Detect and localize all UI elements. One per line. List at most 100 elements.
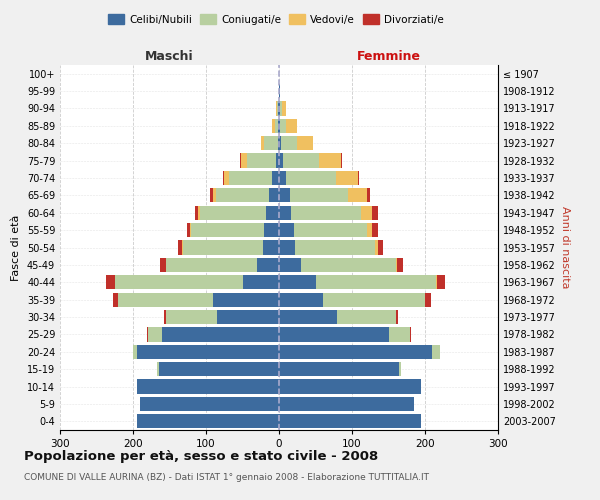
Bar [278,118,279,133]
Bar [397,258,403,272]
Bar [137,414,279,428]
Bar [276,154,279,168]
Bar [211,188,212,202]
Bar [286,171,336,185]
Bar [115,275,242,289]
Legend: Celibi/Nubili, Coniugati/e, Vedovi/e, Divorziati/e: Celibi/Nubili, Coniugati/e, Vedovi/e, Di… [104,10,448,29]
Bar [292,206,361,220]
Bar [279,414,421,428]
Bar [376,240,378,254]
Bar [242,275,279,289]
Bar [279,206,292,220]
Bar [137,344,279,359]
Bar [158,362,279,376]
Bar [178,240,182,254]
Bar [437,275,445,289]
Bar [261,136,265,150]
Y-axis label: Fasce di età: Fasce di età [11,214,21,280]
Bar [278,136,279,150]
Bar [400,362,401,376]
Bar [279,380,421,394]
Bar [282,102,286,116]
Bar [290,188,349,202]
Bar [263,240,279,254]
Bar [316,275,436,289]
Bar [275,118,278,133]
Bar [295,240,376,254]
Bar [118,292,214,307]
Text: Femmine: Femmine [356,50,421,62]
Bar [217,310,279,324]
Bar [286,118,297,133]
Bar [293,223,367,237]
Bar [269,188,279,202]
Bar [378,240,383,254]
Bar [280,102,282,116]
Bar [191,223,265,237]
Bar [266,206,279,220]
Bar [148,328,162,342]
Bar [276,102,277,116]
Bar [133,344,137,359]
Text: COMUNE DI VALLE AURINA (BZ) - Dati ISTAT 1° gennaio 2008 - Elaborazione TUTTITAL: COMUNE DI VALLE AURINA (BZ) - Dati ISTAT… [24,472,429,482]
Bar [279,136,281,150]
Bar [341,154,342,168]
Bar [279,258,301,272]
Bar [279,310,337,324]
Bar [272,118,275,133]
Bar [278,102,279,116]
Bar [214,292,279,307]
Bar [358,171,359,185]
Bar [281,136,297,150]
Bar [279,292,323,307]
Bar [396,310,398,324]
Bar [367,223,373,237]
Bar [229,171,272,185]
Bar [182,240,263,254]
Bar [265,136,278,150]
Bar [279,154,283,168]
Bar [337,310,396,324]
Bar [349,188,367,202]
Bar [166,310,217,324]
Bar [198,206,200,220]
Bar [190,223,191,237]
Bar [212,188,216,202]
Bar [279,171,286,185]
Bar [279,240,295,254]
Bar [223,171,224,185]
Bar [336,171,358,185]
Bar [279,223,293,237]
Bar [162,328,279,342]
Bar [279,362,400,376]
Bar [283,154,319,168]
Bar [279,344,432,359]
Bar [164,310,166,324]
Bar [279,188,290,202]
Bar [241,154,247,168]
Bar [280,118,286,133]
Bar [200,206,266,220]
Bar [279,328,389,342]
Y-axis label: Anni di nascita: Anni di nascita [560,206,569,289]
Bar [361,206,372,220]
Bar [279,84,280,98]
Bar [195,206,198,220]
Bar [216,188,269,202]
Bar [279,275,316,289]
Bar [113,292,118,307]
Bar [272,171,279,185]
Bar [425,292,431,307]
Bar [396,258,397,272]
Bar [257,258,279,272]
Bar [160,258,166,272]
Bar [106,275,115,289]
Text: Maschi: Maschi [145,50,194,62]
Bar [166,258,257,272]
Bar [277,102,278,116]
Bar [140,397,279,411]
Bar [301,258,396,272]
Bar [372,206,377,220]
Text: Popolazione per età, sesso e stato civile - 2008: Popolazione per età, sesso e stato civil… [24,450,378,463]
Bar [410,328,411,342]
